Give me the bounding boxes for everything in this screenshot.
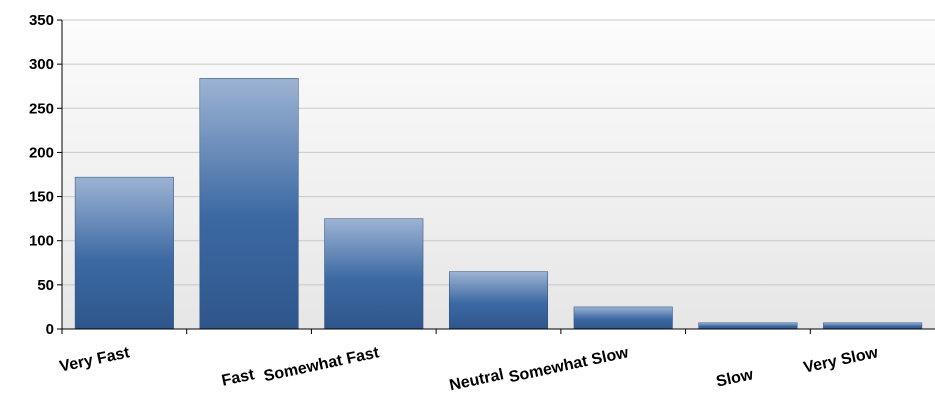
x-axis-labels: Very Fast Fast Somewhat Fast Neutral Somewha… xyxy=(58,329,880,394)
bar-somewhat-fast xyxy=(324,218,424,330)
y-tick-label: 200 xyxy=(29,144,54,161)
bar-neutral xyxy=(448,271,549,330)
x-category-label: Fast xyxy=(220,366,256,390)
x-category-label: Somewhat Slow xyxy=(507,344,630,386)
bar-slow xyxy=(698,322,798,330)
bar-somewhat-slow xyxy=(573,306,673,330)
bar-very-slow xyxy=(823,322,923,330)
x-category-label: Slow xyxy=(715,366,756,391)
bar-fast xyxy=(199,78,299,330)
bar-very-fast xyxy=(74,176,174,330)
y-axis-ticks: 0 50 100 150 200 250 300 350 xyxy=(29,12,62,338)
y-tick-label: 300 xyxy=(29,56,54,73)
y-tick-label: 0 xyxy=(46,321,54,338)
y-tick-label: 350 xyxy=(29,12,54,29)
x-category-label: Somewhat Fast xyxy=(262,344,381,385)
y-tick-label: 150 xyxy=(29,189,54,206)
x-category-label: Neutral xyxy=(448,366,505,394)
y-tick-label: 50 xyxy=(37,277,54,294)
x-category-label: Very Slow xyxy=(802,344,880,376)
y-tick-label: 100 xyxy=(29,233,54,250)
x-category-label: Very Fast xyxy=(58,344,132,376)
y-tick-label: 250 xyxy=(29,100,54,117)
